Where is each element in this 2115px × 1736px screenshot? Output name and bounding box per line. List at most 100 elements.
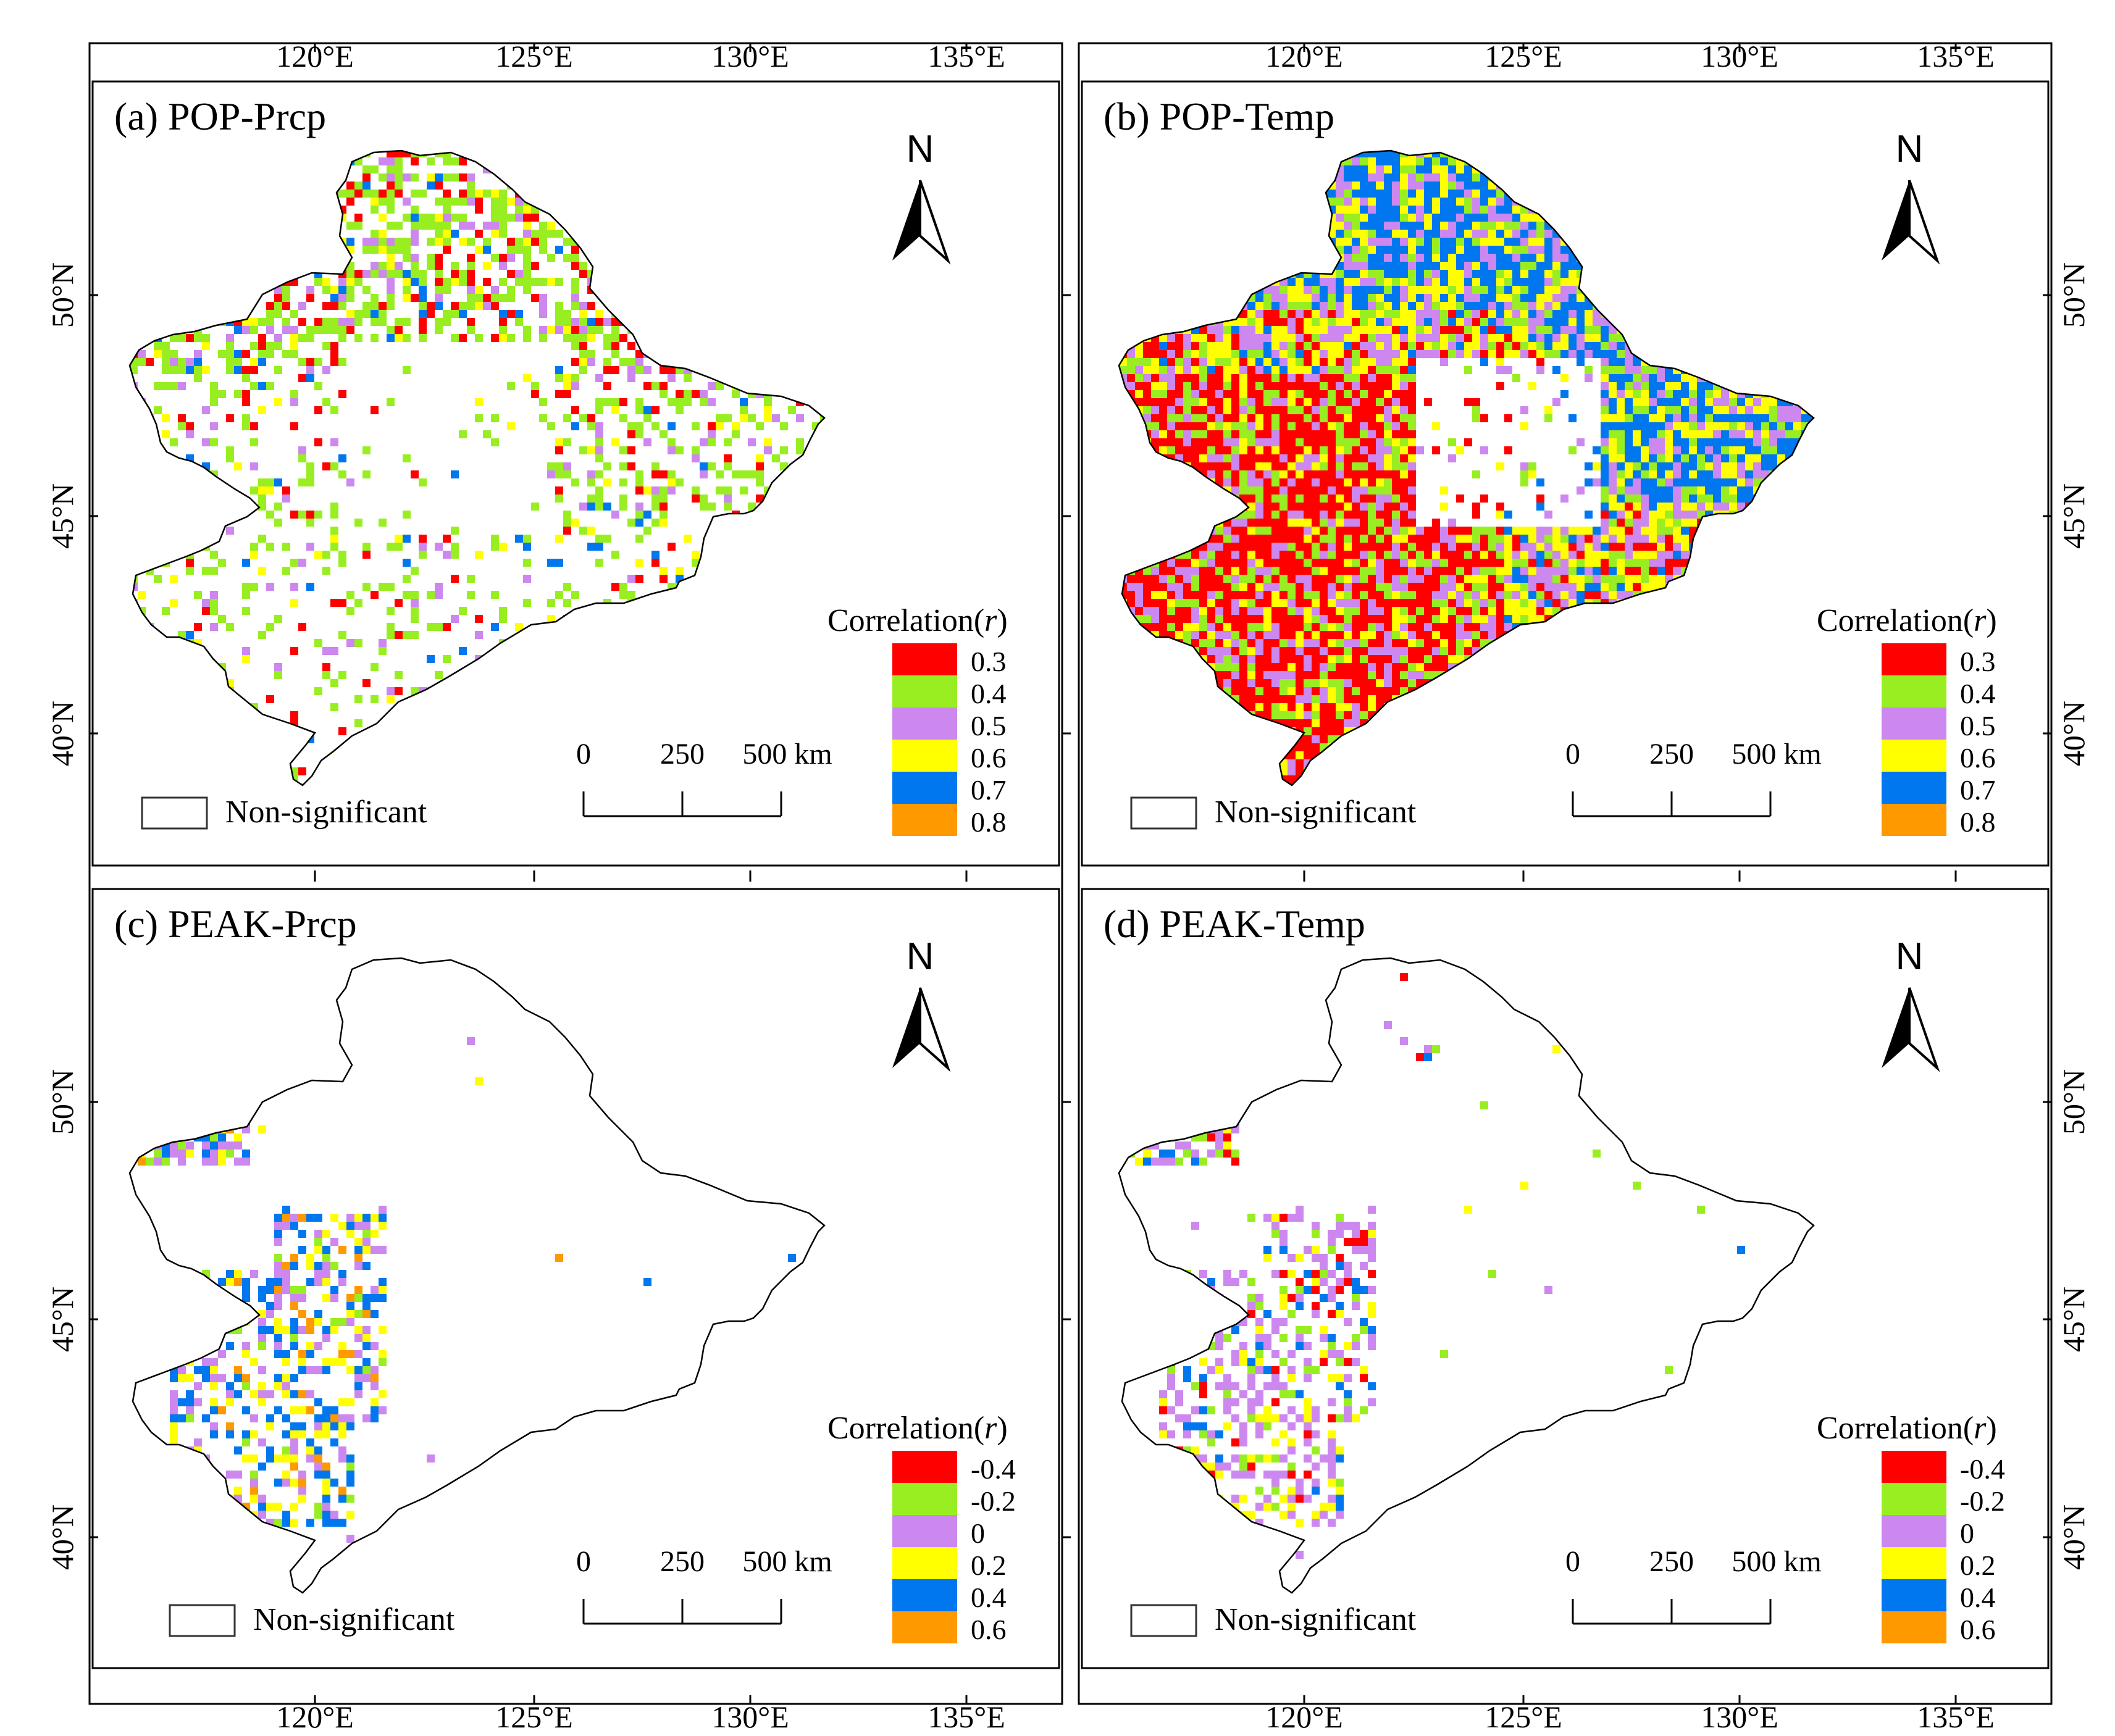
pixel-cell — [1416, 350, 1424, 358]
scale-label-500: 500 km — [742, 738, 832, 770]
pixel-cell — [1552, 262, 1560, 270]
pixel-cell — [1328, 414, 1336, 422]
pixel-cell — [459, 278, 467, 286]
pixel-cell — [1448, 157, 1456, 165]
pixel-cell — [1560, 246, 1568, 254]
pixel-cell — [314, 511, 322, 519]
pixel-cell — [1376, 270, 1384, 278]
pixel-cell — [515, 310, 523, 318]
pixel-cell — [467, 262, 475, 270]
pixel-cell — [387, 543, 395, 551]
pixel-cell — [555, 470, 563, 478]
pixel-cell — [1167, 358, 1175, 366]
pixel-cell — [1544, 262, 1552, 270]
pixel-cell — [1296, 374, 1304, 382]
pixel-cell — [1416, 270, 1424, 278]
pixel-cell — [1151, 342, 1159, 350]
pixel-cell — [627, 358, 635, 366]
pixel-cell — [627, 446, 635, 454]
pixel-cell — [354, 214, 362, 222]
pixel-cell — [1304, 358, 1312, 366]
pixel-cell — [1328, 310, 1336, 318]
pixel-cell — [603, 366, 611, 374]
pixel-cell — [427, 222, 435, 230]
pixel-cell — [467, 318, 475, 326]
pixel-cell — [1464, 342, 1472, 350]
pixel-cell — [523, 206, 531, 214]
pixel-cell — [555, 230, 563, 238]
pixel-cell — [1512, 222, 1520, 230]
pixel-cell — [539, 398, 547, 406]
pixel-cell — [1223, 334, 1231, 342]
pixel-cell — [1288, 302, 1296, 310]
pixel-cell — [1609, 382, 1617, 390]
pixel-cell — [1544, 294, 1552, 302]
pixel-cell — [1384, 350, 1392, 358]
pixel-cell — [403, 270, 411, 278]
pixel-cell — [1528, 222, 1536, 230]
pixel-cell — [266, 486, 274, 495]
pixel-cell — [619, 478, 627, 486]
pixel-cell — [563, 318, 571, 326]
pixel-cell — [1376, 382, 1384, 390]
pixel-cell — [635, 358, 643, 366]
pixel-cell — [499, 278, 507, 286]
pixel-cell — [1633, 382, 1641, 390]
pixel-cell — [1448, 222, 1456, 230]
pixel-cell — [1520, 310, 1528, 318]
pixel-cell — [507, 422, 515, 430]
pixel-cell — [202, 607, 210, 615]
pixel-cell — [491, 302, 499, 310]
pixel-cell — [1384, 406, 1392, 414]
pixel-cell — [1392, 414, 1400, 422]
pixel-cell — [635, 398, 643, 406]
pixel-cell — [1448, 262, 1456, 270]
pixel-cell — [1223, 374, 1231, 382]
pixel-cell — [1296, 366, 1304, 374]
pixel-cell — [1320, 342, 1328, 350]
pixel-cell — [1585, 374, 1593, 382]
pixel-cell — [1408, 222, 1416, 230]
pixel-cell — [362, 302, 371, 310]
pixel-cell — [1288, 326, 1296, 334]
pixel-cell — [1368, 214, 1376, 222]
pixel-cell — [635, 503, 643, 511]
pixel-cell — [1368, 342, 1376, 350]
pixel-cell — [587, 503, 595, 511]
pixel-cell — [1312, 374, 1320, 382]
pixel-cell — [1520, 342, 1528, 350]
pixel-cell — [1480, 246, 1488, 254]
pixel-cell — [1159, 374, 1167, 382]
pixel-cell — [371, 198, 379, 206]
pixel-cell — [354, 695, 362, 703]
pixel-cell — [700, 495, 708, 503]
pixel-cell — [451, 173, 459, 182]
pixel-cell — [1448, 254, 1456, 262]
pixel-cell — [1480, 198, 1488, 206]
pixel-cell — [1496, 326, 1504, 334]
pixel-cell — [306, 511, 314, 519]
pixel-cell — [1312, 406, 1320, 414]
pixel-cell — [619, 503, 627, 511]
pixel-cell — [1135, 366, 1143, 374]
pixel-cell — [1504, 270, 1512, 278]
pixel-cell — [1384, 398, 1392, 406]
pixel-cell — [547, 326, 555, 334]
pixel-cell — [146, 358, 154, 366]
pixel-cell — [1496, 238, 1504, 246]
pixel-cell — [1344, 406, 1352, 414]
pixel-cell — [1279, 390, 1288, 398]
pixel-cell — [1480, 342, 1488, 350]
pixel-cell — [451, 334, 459, 342]
pixel-cell — [1496, 278, 1504, 286]
pixel-cell — [1207, 366, 1215, 374]
pixel-cell — [475, 334, 483, 342]
pixel-cell — [1585, 318, 1593, 326]
pixel-cell — [1352, 286, 1360, 294]
pixel-cell — [403, 366, 411, 374]
pixel-cell — [1528, 246, 1536, 254]
pixel-cell — [1175, 342, 1183, 350]
pixel-cell — [1231, 366, 1239, 374]
pixel-cell — [764, 446, 772, 454]
pixel-cell — [1336, 294, 1344, 302]
